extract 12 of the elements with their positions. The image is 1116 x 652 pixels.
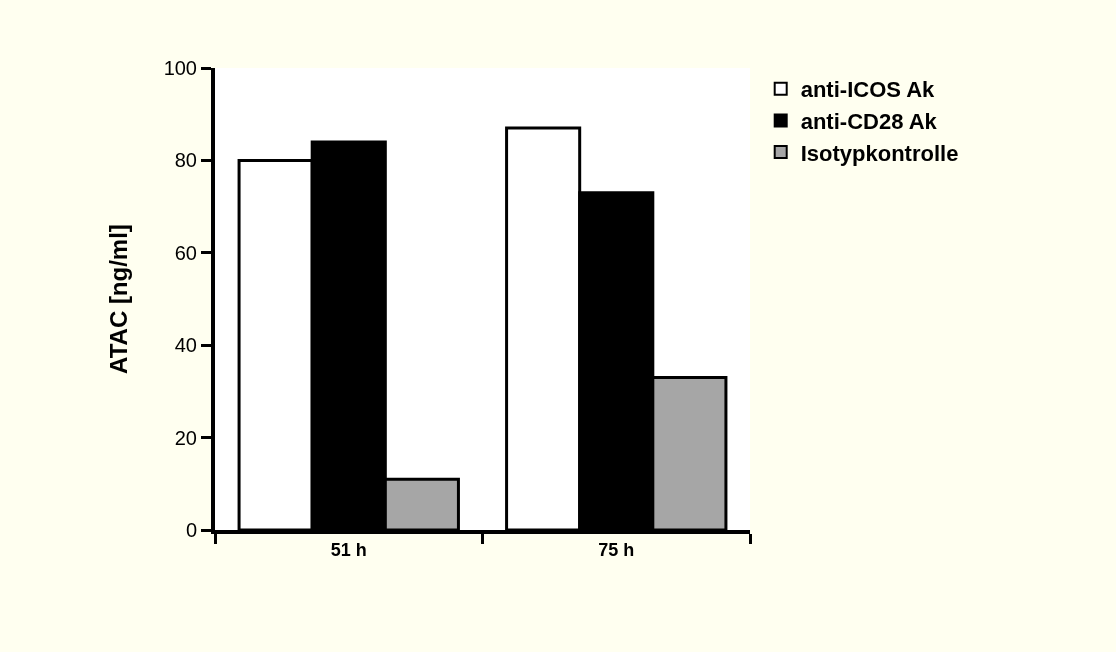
legend-label: anti-CD28 Ak <box>800 108 938 134</box>
y-tick-label: 80 <box>174 149 197 172</box>
y-tick-label: 20 <box>174 426 197 449</box>
y-tick-label: 40 <box>174 334 197 357</box>
y-tick-label: 100 <box>163 57 197 79</box>
y-tick-label: 60 <box>174 241 197 264</box>
y-tick-label: 0 <box>185 519 197 541</box>
x-tick-label: 75 h <box>598 539 635 560</box>
x-tick-label: 51 h <box>330 539 367 560</box>
legend-label: Isotypkontrolle <box>800 140 959 166</box>
y-axis-title: ATAC [ng/ml] <box>105 224 133 374</box>
legend-label: anti-ICOS Ak <box>800 77 936 103</box>
